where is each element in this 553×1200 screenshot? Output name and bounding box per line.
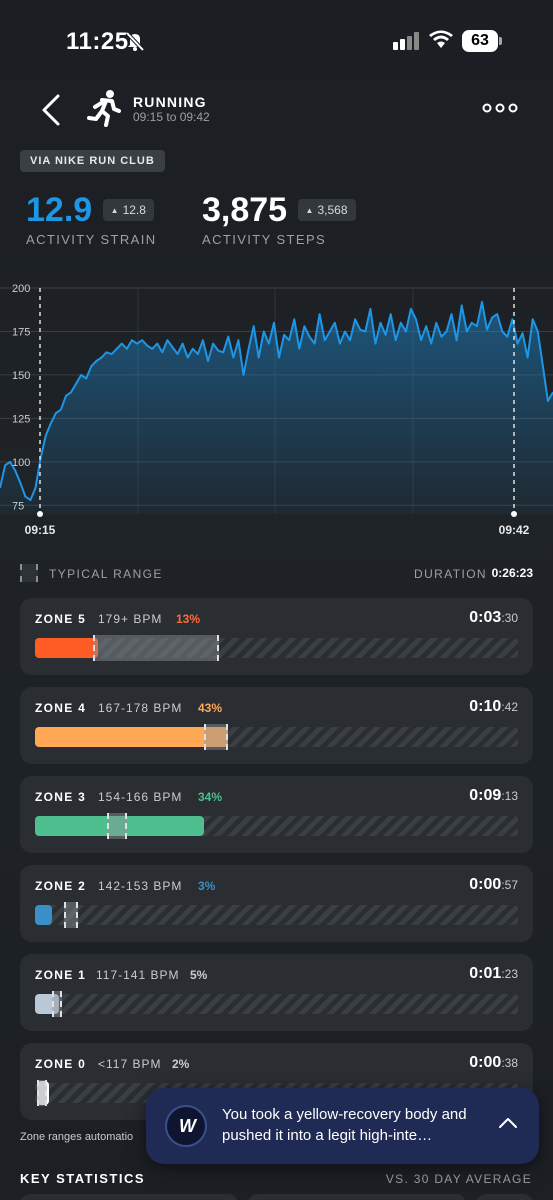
zone-bar-track bbox=[35, 724, 518, 750]
heart-rate-chart: 09:15 09:42 200 175 150 125 100 75 bbox=[0, 283, 553, 537]
zone-percent: 13% bbox=[176, 612, 201, 626]
triangle-up-icon: ▲ bbox=[305, 206, 314, 215]
cellular-signal-icon bbox=[393, 32, 419, 50]
activity-title: RUNNING bbox=[133, 94, 207, 110]
zone-name: ZONE 2 bbox=[35, 879, 87, 893]
strain-stat: 12.9 ▲ 12.8 ACTIVITY STRAIN bbox=[26, 190, 157, 247]
zone-typical-range bbox=[107, 813, 127, 839]
y-tick-label: 200 bbox=[12, 283, 30, 295]
chart-start-marker-dot bbox=[37, 511, 43, 517]
bell-slash-icon bbox=[125, 31, 145, 52]
zone-card-5[interactable]: ZONE 5 179+ BPM 13% 0:03:30 bbox=[20, 598, 533, 675]
whoop-logo-icon: W bbox=[165, 1105, 207, 1147]
notification-text: You took a yellow-recovery body and push… bbox=[222, 1106, 467, 1144]
battery-indicator: 63 bbox=[462, 30, 502, 52]
chart-end-marker-dot bbox=[511, 511, 517, 517]
zone-percent: 34% bbox=[198, 790, 223, 804]
zone-bpm-range: 117-141 BPM bbox=[96, 968, 180, 982]
triangle-up-icon: ▲ bbox=[110, 206, 119, 215]
zone-card-2[interactable]: ZONE 2 142-153 BPM 3% 0:00:57 bbox=[20, 865, 533, 942]
zone-duration: 0:09:13 bbox=[469, 787, 518, 804]
key-statistics-heading: KEY STATISTICS bbox=[20, 1171, 146, 1186]
status-bar: 11:25 63 bbox=[0, 0, 553, 80]
zone-name: ZONE 0 bbox=[35, 1057, 87, 1071]
chart-end-marker-label: 09:42 bbox=[499, 523, 530, 537]
more-options-icon[interactable] bbox=[482, 103, 518, 113]
zone-bpm-range: 179+ BPM bbox=[98, 612, 163, 626]
zone-bar-fill bbox=[35, 905, 52, 925]
y-tick-label: 175 bbox=[12, 326, 30, 338]
strain-label: ACTIVITY STRAIN bbox=[26, 232, 157, 247]
status-time: 11:25 bbox=[66, 28, 129, 55]
steps-stat: 3,875 ▲ 3,568 ACTIVITY STEPS bbox=[202, 190, 356, 247]
zone-duration: 0:10:42 bbox=[469, 698, 518, 715]
typical-range-swatch bbox=[20, 564, 38, 582]
chevron-up-icon[interactable] bbox=[498, 1116, 518, 1130]
activity-header: RUNNING 09:15 to 09:42 bbox=[0, 85, 553, 135]
zone-bar-fill bbox=[35, 816, 205, 836]
zone-card-4[interactable]: ZONE 4 167-178 BPM 43% 0:10:42 bbox=[20, 687, 533, 764]
typical-range-label: TYPICAL RANGE bbox=[49, 567, 163, 581]
zone-typical-range bbox=[204, 724, 229, 750]
zone-card-1[interactable]: ZONE 1 117-141 BPM 5% 0:01:23 bbox=[20, 954, 533, 1031]
y-tick-label: 125 bbox=[12, 413, 30, 425]
zone-typical-range bbox=[92, 635, 219, 661]
zone-typical-range bbox=[63, 902, 79, 928]
zone-name: ZONE 1 bbox=[35, 968, 87, 982]
typical-range-row: TYPICAL RANGE DURATION 0:26:23 bbox=[20, 564, 533, 584]
chart-start-marker-label: 09:15 bbox=[25, 523, 56, 537]
zone-footnote: Zone ranges automatio bbox=[20, 1131, 134, 1143]
y-tick-label: 75 bbox=[12, 500, 24, 512]
zone-bpm-range: 154-166 BPM bbox=[98, 790, 183, 804]
comparison-label: VS. 30 DAY AVERAGE bbox=[385, 1172, 532, 1186]
steps-value: 3,875 bbox=[202, 191, 288, 229]
duration-label: DURATION bbox=[414, 567, 487, 581]
running-icon bbox=[87, 90, 121, 127]
y-tick-label: 100 bbox=[12, 457, 30, 469]
heart-rate-line bbox=[0, 300, 553, 502]
zone-bar-track bbox=[35, 991, 518, 1017]
zone-name: ZONE 5 bbox=[35, 612, 87, 626]
zone-percent: 5% bbox=[190, 968, 208, 982]
source-badge: VIA NIKE RUN CLUB bbox=[20, 150, 165, 172]
zone-typical-range bbox=[37, 1080, 48, 1106]
zone-percent: 3% bbox=[198, 879, 216, 893]
zone-bar-track bbox=[35, 902, 518, 928]
battery-level: 63 bbox=[462, 30, 498, 52]
stat-card[interactable] bbox=[20, 1194, 238, 1200]
zone-name: ZONE 3 bbox=[35, 790, 87, 804]
zone-bpm-range: 142-153 BPM bbox=[98, 879, 183, 893]
heart-rate-area bbox=[0, 301, 553, 514]
strain-delta: ▲ 12.8 bbox=[102, 199, 154, 221]
zone-percent: 2% bbox=[172, 1057, 190, 1071]
zone-name: ZONE 4 bbox=[35, 701, 87, 715]
zone-bpm-range: 167-178 BPM bbox=[98, 701, 183, 715]
coach-notification[interactable]: W You took a yellow-recovery body and pu… bbox=[146, 1088, 539, 1164]
strain-value: 12.9 bbox=[26, 191, 93, 229]
stat-card[interactable] bbox=[476, 1194, 533, 1200]
zone-bar-track bbox=[35, 813, 518, 839]
activity-time-range: 09:15 to 09:42 bbox=[133, 110, 210, 124]
duration-value: 0:26:23 bbox=[491, 566, 533, 580]
zone-duration: 0:00:57 bbox=[469, 876, 518, 893]
zone-duration: 0:01:23 bbox=[469, 965, 518, 982]
zone-percent: 43% bbox=[198, 701, 223, 715]
zone-bar-fill bbox=[35, 638, 98, 658]
steps-delta: ▲ 3,568 bbox=[297, 199, 356, 221]
steps-label: ACTIVITY STEPS bbox=[202, 232, 327, 247]
stat-card[interactable] bbox=[248, 1194, 466, 1200]
zone-card-3[interactable]: ZONE 3 154-166 BPM 34% 0:09:13 bbox=[20, 776, 533, 853]
zone-bar-track bbox=[35, 635, 518, 661]
zone-duration: 0:00:38 bbox=[469, 1054, 518, 1071]
y-tick-label: 150 bbox=[12, 370, 30, 382]
zone-typical-range bbox=[51, 991, 62, 1017]
zone-bar-fill bbox=[35, 727, 229, 747]
zone-bpm-range: <117 BPM bbox=[98, 1057, 162, 1071]
zone-duration: 0:03:30 bbox=[469, 609, 518, 626]
wifi-icon bbox=[429, 30, 453, 48]
back-arrow-icon[interactable] bbox=[40, 93, 64, 127]
